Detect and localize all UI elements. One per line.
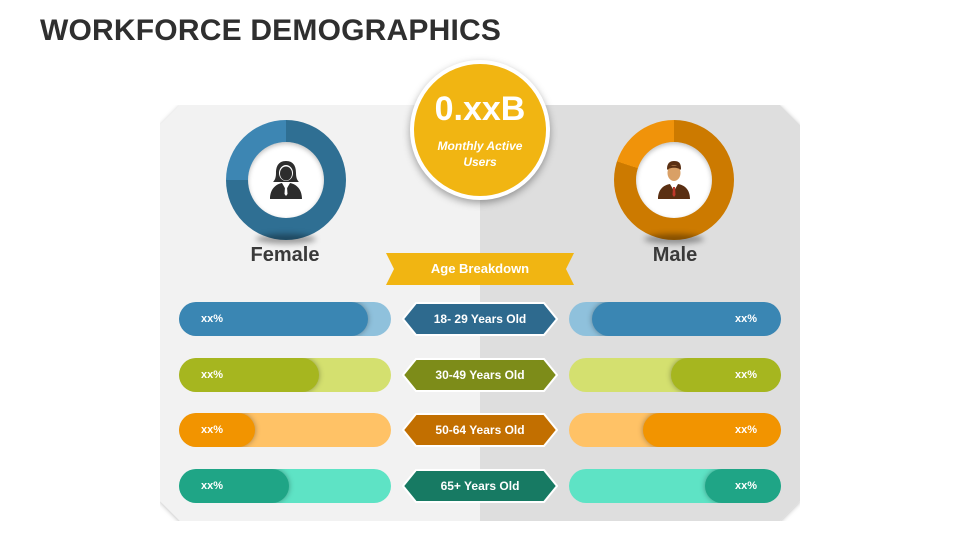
male-bar-value: xx% xyxy=(734,369,757,381)
male-bar-value: xx% xyxy=(734,480,757,492)
male-bar-fill xyxy=(671,358,781,392)
female-donut xyxy=(226,120,346,240)
age-group-text: 65+ Years Old xyxy=(440,479,520,493)
male-bar-value: xx% xyxy=(734,313,757,325)
male-donut-shadow xyxy=(644,234,704,244)
slide-title: WORKFORCE DEMOGRAPHICS xyxy=(40,14,502,47)
female-bar: xx% xyxy=(179,413,391,447)
female-bar-value: xx% xyxy=(201,313,224,325)
businesswoman-icon xyxy=(270,161,302,199)
male-bar-fill xyxy=(592,302,781,336)
female-bar: xx% xyxy=(179,358,391,392)
businessman-icon xyxy=(658,161,690,199)
age-group-label: 18- 29 Years Old xyxy=(402,302,558,336)
monthly-active-users-caption: Monthly Active Users xyxy=(437,139,523,169)
monthly-active-users-badge: 0.xxB Monthly Active Users xyxy=(410,60,550,200)
male-bar: xx% xyxy=(569,358,781,392)
female-bar-value: xx% xyxy=(201,424,224,436)
age-group-label: 50-64 Years Old xyxy=(402,413,558,447)
male-bar: xx% xyxy=(569,302,781,336)
age-breakdown-banner: Age Breakdown xyxy=(386,253,574,285)
male-bar: xx% xyxy=(569,469,781,503)
female-bar-value: xx% xyxy=(201,369,224,381)
age-group-label: 65+ Years Old xyxy=(402,469,558,503)
male-bar-fill xyxy=(705,469,781,503)
male-donut xyxy=(614,120,734,240)
age-group-label: 30-49 Years Old xyxy=(402,358,558,392)
female-bar-value: xx% xyxy=(201,480,224,492)
age-breakdown-label: Age Breakdown xyxy=(430,261,530,276)
age-group-text: 30-49 Years Old xyxy=(435,368,525,382)
female-bar-fill xyxy=(179,413,255,447)
female-label: Female xyxy=(250,244,320,266)
monthly-active-users-value: 0.xxB xyxy=(434,90,526,128)
male-bar: xx% xyxy=(569,413,781,447)
male-bar-value: xx% xyxy=(734,424,757,436)
female-bar-fill xyxy=(179,358,319,392)
female-bar: xx% xyxy=(179,469,391,503)
male-bar-fill xyxy=(643,413,781,447)
female-bar-fill xyxy=(179,469,289,503)
age-group-text: 50-64 Years Old xyxy=(435,423,525,437)
female-bar-fill xyxy=(179,302,368,336)
male-label: Male xyxy=(652,244,698,266)
female-donut-shadow xyxy=(256,234,316,244)
age-group-text: 18- 29 Years Old xyxy=(433,312,527,326)
female-bar: xx% xyxy=(179,302,391,336)
